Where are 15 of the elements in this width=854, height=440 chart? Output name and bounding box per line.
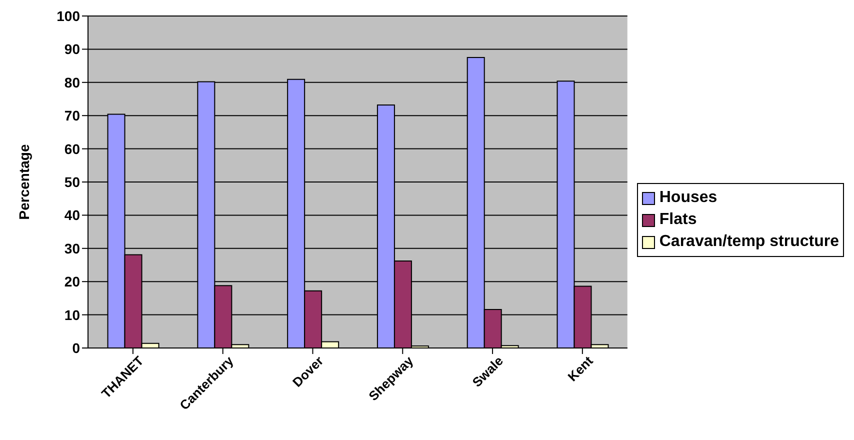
y-tick-label: 70 — [64, 108, 80, 124]
legend-label: Caravan/temp structure — [659, 232, 839, 252]
y-tick-label: 10 — [64, 306, 80, 323]
y-axis-title: Percentage — [16, 144, 32, 220]
y-tick-label: 40 — [64, 207, 80, 224]
legend-label: Houses — [659, 188, 718, 208]
y-tick-label: 30 — [64, 240, 80, 256]
y-tick-label: 50 — [64, 174, 80, 190]
y-tick-label: 100 — [56, 8, 80, 24]
y-tick-label: 90 — [64, 41, 80, 58]
legend-label: Flats — [659, 210, 697, 230]
y-tick-label: 60 — [64, 140, 80, 157]
y-tick-label: 20 — [64, 274, 80, 290]
y-tick-label: 0 — [72, 340, 80, 356]
y-tick-label: 80 — [64, 74, 80, 90]
